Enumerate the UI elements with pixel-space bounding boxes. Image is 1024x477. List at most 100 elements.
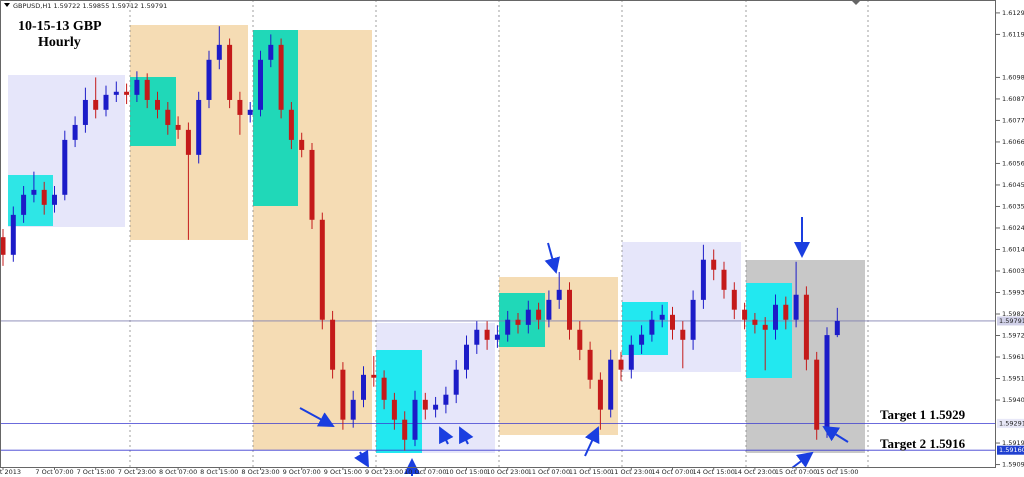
candle-body	[299, 139, 305, 150]
arrow	[544, 242, 560, 274]
candle-body	[144, 79, 150, 100]
x-tick-label: 4 Oct 2013	[0, 468, 21, 476]
candle-body	[113, 91, 119, 95]
high: 1.59855	[82, 2, 109, 10]
candle-body	[21, 194, 27, 215]
price-label: 1.59160	[999, 446, 1024, 454]
candle-body	[381, 377, 387, 400]
candle-body	[453, 369, 459, 395]
y-tick-label: 1.59090	[1002, 461, 1024, 469]
candle-body	[474, 329, 480, 345]
y-tick-label: 1.60245	[1002, 224, 1024, 232]
x-tick-label: 10 Oct 15:00	[445, 468, 487, 476]
y-tick-label: 1.59930	[1002, 288, 1024, 296]
y-tick-label: 1.59615	[1002, 353, 1024, 361]
candle-body	[834, 320, 840, 336]
y-tick-label: 1.60035	[1002, 267, 1024, 275]
candles	[0, 26, 840, 451]
candle-body	[278, 44, 284, 110]
arrow	[791, 451, 814, 469]
candle-body	[82, 99, 88, 125]
candle-body	[721, 269, 727, 290]
candle-body	[577, 329, 583, 350]
candle-body	[93, 99, 99, 110]
candle-body	[361, 374, 366, 400]
y-tick-label: 1.59510	[1002, 375, 1024, 383]
open: 1.59722	[53, 2, 80, 10]
y-tick-label: 1.60350	[1002, 202, 1024, 210]
y-tick-label: 1.6119	[1002, 30, 1024, 38]
price-lines	[0, 320, 996, 451]
close: 1.59791	[140, 2, 167, 10]
candle-body	[165, 109, 171, 125]
arrow	[822, 425, 849, 443]
price-label-box	[997, 316, 1024, 326]
candle-body	[340, 369, 346, 420]
annotation: Target 1 1.5929	[880, 407, 966, 422]
candle-body	[597, 379, 603, 410]
candle-body	[371, 374, 377, 378]
candle-body	[464, 344, 469, 370]
y-tick-label: 1.60875	[1002, 95, 1024, 103]
candle-body	[350, 399, 356, 420]
candle-body	[742, 309, 748, 320]
x-tick-label: 15 Oct 07:00	[775, 468, 817, 476]
candle-body	[237, 99, 243, 115]
x-tick-label: 8 Oct 23:00	[241, 468, 279, 476]
y-tick-label: 1.60770	[1002, 116, 1024, 124]
annotation: Target 2 1.5916	[880, 436, 966, 451]
candle-body	[175, 124, 181, 130]
candle-body	[31, 189, 37, 195]
x-tick-label: 9 Oct 23:00	[365, 468, 403, 476]
candle-body	[639, 334, 645, 345]
chart-subtitle: Hourly	[38, 35, 81, 50]
arrow	[439, 426, 454, 445]
candle-body	[72, 124, 78, 140]
candle-body	[155, 99, 160, 110]
candle-body	[422, 399, 428, 410]
y-tick-label: 1.60560	[1002, 159, 1024, 167]
candle-body	[711, 259, 717, 270]
candle-body	[433, 404, 439, 410]
candle-body	[659, 314, 665, 320]
arrow	[459, 426, 474, 445]
candle-body	[288, 109, 294, 140]
y-tick-label: 1.59720	[1002, 332, 1024, 340]
price-label: 1.59291	[999, 419, 1024, 427]
candle-body	[41, 189, 47, 205]
arrows	[299, 217, 849, 476]
candle-body	[803, 294, 809, 360]
x-tick-label: 11 Oct 23:00	[610, 468, 652, 476]
candle-body	[52, 194, 57, 205]
x-tick-label: 14 Oct 07:00	[651, 468, 693, 476]
x-tick-label: 10 Oct 23:00	[487, 468, 529, 476]
candle-body	[783, 304, 789, 320]
x-tick-label: 11 Oct 15:00	[569, 468, 611, 476]
candle-body	[258, 59, 263, 110]
y-tick-label: 1.59405	[1002, 396, 1024, 404]
candle-body	[587, 349, 593, 380]
shift-marker	[852, 1, 860, 5]
candle-body	[391, 399, 397, 420]
price-label-box	[997, 418, 1024, 428]
x-tick-label: 9 Oct 07:00	[283, 468, 321, 476]
low: 1.59712	[111, 2, 138, 10]
y-tick-label: 1.61295	[1002, 9, 1024, 17]
y-tick-label: 1.60455	[1002, 181, 1024, 189]
plot-frame	[0, 0, 996, 468]
candle-body	[793, 294, 799, 320]
candle-body	[412, 399, 418, 440]
candle-body	[731, 289, 737, 310]
chart-title: 10-15-13 GBP	[18, 19, 102, 34]
candle-body	[700, 259, 706, 300]
candle-body	[628, 344, 634, 370]
candle-body	[608, 359, 614, 410]
candle-body	[0, 237, 6, 255]
arrow	[354, 449, 369, 468]
x-tick-label: 14 Oct 15:00	[693, 468, 735, 476]
x-tick-label: 9 Oct 15:00	[324, 468, 362, 476]
candle-body	[773, 304, 778, 330]
x-tick-label: 7 Oct 15:00	[77, 468, 115, 476]
candle-body	[62, 139, 68, 195]
